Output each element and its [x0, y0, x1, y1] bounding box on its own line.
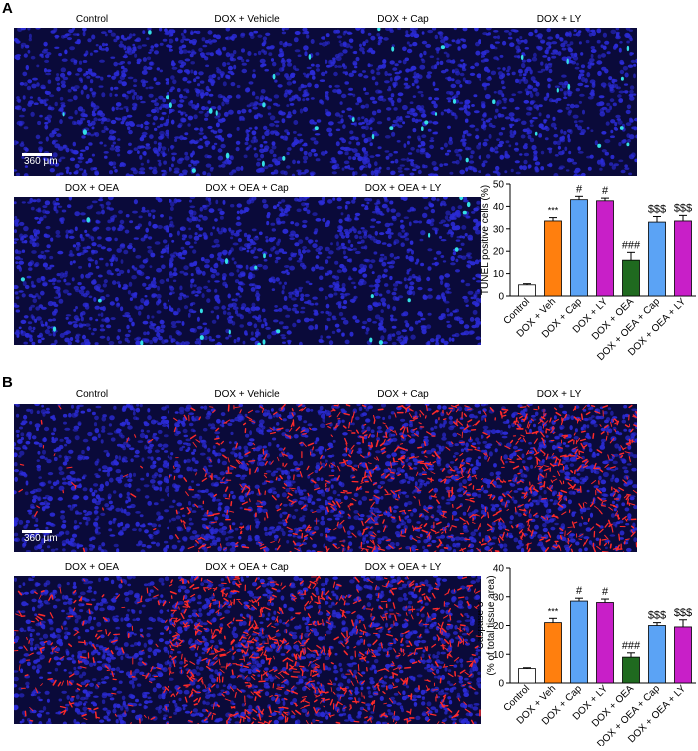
- image-title-b-dox-cap: DOX + Cap: [325, 389, 481, 400]
- bar: [571, 200, 588, 296]
- micrograph-a-dox-ly: [481, 28, 637, 176]
- image-title-a-dox-cap: DOX + Cap: [325, 14, 481, 25]
- bar: [649, 626, 666, 684]
- y-tick-label: 20: [493, 621, 505, 632]
- micrograph-b-dox-oea: [14, 576, 170, 724]
- significance-label: $$$: [674, 607, 692, 619]
- y-tick-label: 0: [498, 292, 504, 303]
- y-tick-label: 10: [493, 650, 505, 661]
- y-tick-label: 40: [493, 202, 505, 213]
- y-tick-label: 30: [493, 592, 505, 603]
- image-title-b-dox-oea-cap: DOX + OEA + Cap: [169, 562, 325, 573]
- significance-label: #: [576, 183, 583, 195]
- bar: [675, 221, 692, 296]
- bar: [675, 627, 692, 683]
- bar: [623, 657, 640, 683]
- image-title-b-dox-ly: DOX + LY: [481, 389, 637, 400]
- micrograph-a-dox-cap: [325, 28, 481, 176]
- significance-label: $$$: [674, 202, 692, 214]
- significance-label: ***: [548, 606, 559, 616]
- micrograph-a-dox-oea-ly: [325, 197, 481, 345]
- significance-label: #: [576, 585, 583, 597]
- image-title-a-dox-oea-cap: DOX + OEA + Cap: [169, 183, 325, 194]
- bar: [623, 260, 640, 296]
- micrograph-b-dox-cap: [325, 404, 481, 552]
- image-title-a-dox-oea-ly: DOX + OEA + LY: [325, 183, 481, 194]
- image-title-b-dox-vehicle: DOX + Vehicle: [169, 389, 325, 400]
- significance-label: #: [602, 586, 609, 598]
- panel-letter-a: A: [2, 0, 13, 17]
- image-title-a-dox-oea: DOX + OEA: [14, 183, 170, 194]
- bar: [545, 623, 562, 683]
- image-title-a-dox-vehicle: DOX + Vehicle: [169, 14, 325, 25]
- image-title-b-dox-oea-ly: DOX + OEA + LY: [325, 562, 481, 573]
- micrograph-b-dox-ly: [481, 404, 637, 552]
- y-tick-label: 50: [493, 180, 505, 191]
- y-tick-label: 20: [493, 247, 505, 258]
- y-axis-label: TUNEL positive cells (%): [480, 185, 491, 295]
- significance-label: $$$: [648, 610, 666, 622]
- scale-label-b: 360 μm: [24, 533, 58, 544]
- panel-letter-b: B: [2, 374, 13, 391]
- y-axis-label: Caspase 3: [478, 601, 486, 649]
- bar: [545, 221, 562, 296]
- y-tick-label: 40: [493, 564, 505, 575]
- image-title-b-control: Control: [14, 389, 170, 400]
- micrograph-b-dox-vehicle: [169, 404, 325, 552]
- significance-label: ***: [548, 206, 559, 216]
- micrograph-a-dox-oea-cap: [169, 197, 325, 345]
- image-title-b-dox-oea: DOX + OEA: [14, 562, 170, 573]
- bar: [649, 222, 666, 296]
- significance-label: ###: [622, 640, 641, 652]
- image-title-a-dox-ly: DOX + LY: [481, 14, 637, 25]
- caspase-bar-chart: Caspase 3(% of total tissue area)0102030…: [478, 560, 696, 746]
- micrograph-a-dox-vehicle: [169, 28, 325, 176]
- bar: [597, 201, 614, 296]
- micrograph-a-dox-oea: [14, 197, 170, 345]
- image-title-a-control: Control: [14, 14, 170, 25]
- y-tick-label: 0: [498, 679, 504, 690]
- y-tick-label: 10: [493, 269, 505, 280]
- micrograph-b-dox-oea-ly: [325, 576, 481, 724]
- bar: [519, 669, 536, 683]
- bar: [571, 601, 588, 683]
- significance-label: ###: [622, 239, 641, 251]
- bar: [597, 603, 614, 684]
- significance-label: #: [602, 185, 609, 197]
- bar: [519, 285, 536, 296]
- scale-label-a: 360 μm: [24, 156, 58, 167]
- micrograph-b-dox-oea-cap: [169, 576, 325, 724]
- significance-label: $$$: [648, 203, 666, 215]
- y-tick-label: 30: [493, 224, 505, 235]
